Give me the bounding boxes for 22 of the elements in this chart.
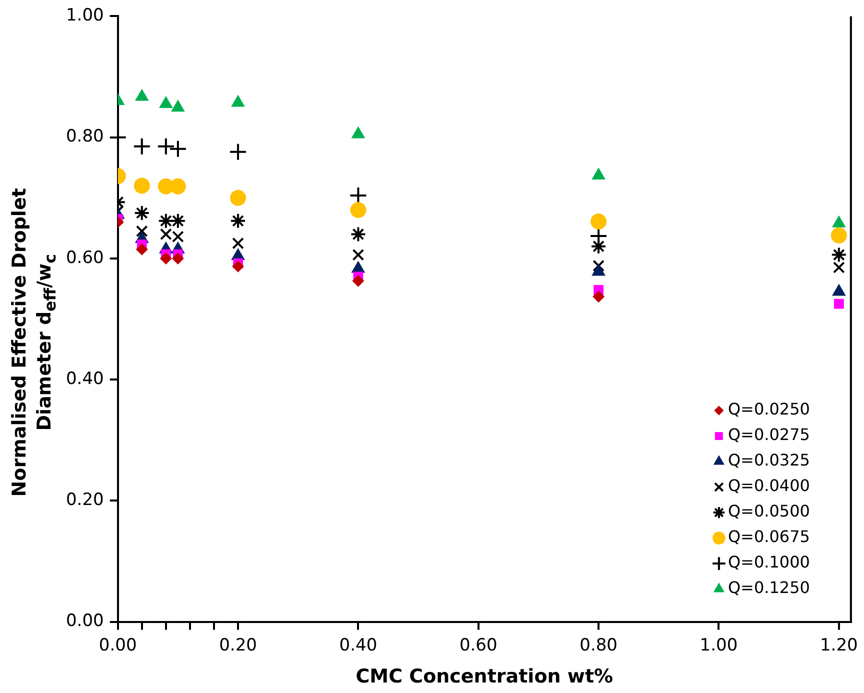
x-tick-label: 0.80 [580,635,618,656]
y-tick-label: 0.20 [66,490,104,510]
x-tick-label: 0.40 [339,635,378,656]
legend-label: Q=0.0500 [728,502,810,521]
x-axis-title: CMC Concentration wt% [356,666,614,688]
legend-label: Q=0.0325 [728,450,810,470]
y-tick-label: 0.60 [66,248,104,268]
x-tick-label: 0.60 [459,635,498,656]
legend-label: Q=0.1000 [728,552,810,572]
x-tick-label: 0.20 [219,635,257,656]
y-tick-label: 0.00 [66,611,104,632]
x-tick-label: 0.00 [98,635,137,656]
legend-label: Q=0.0275 [728,425,810,444]
y-tick-label: 1.00 [66,6,104,26]
y-tick-label: 0.40 [66,368,104,389]
legend-label: Q=0.0400 [728,476,810,496]
x-tick-label: 1.00 [700,635,738,656]
legend-label: Q=0.1250 [728,578,810,598]
legend-label: Q=0.0675 [728,527,810,546]
y-tick-label: 0.80 [66,126,104,147]
legend-label: Q=0.0250 [728,400,810,419]
x-tick-label: 1.20 [820,635,858,656]
